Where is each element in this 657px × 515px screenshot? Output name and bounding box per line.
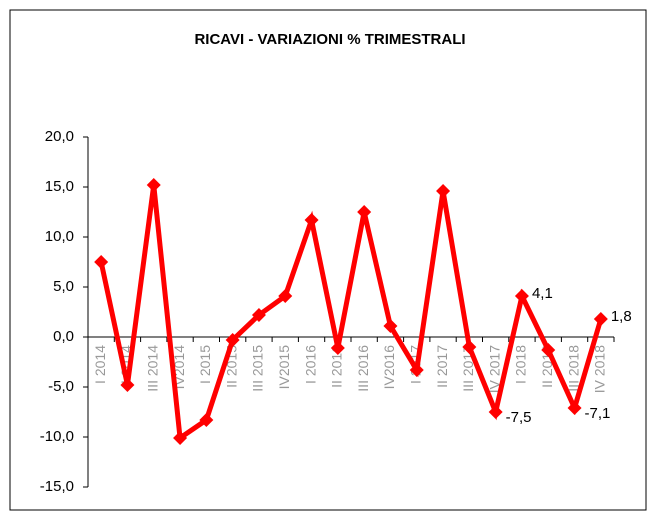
point xyxy=(199,413,214,427)
chart-title: RICAVI - VARIAZIONI % TRIMESTRALI xyxy=(194,31,465,48)
x-tick-label: III 2015 xyxy=(250,345,266,392)
point xyxy=(436,184,451,198)
x-tick-label: IV 2017 xyxy=(486,345,502,393)
point xyxy=(173,431,188,445)
y-tick-label: -10,0 xyxy=(40,428,74,445)
point xyxy=(541,343,556,357)
point xyxy=(94,255,109,269)
point xyxy=(383,319,398,333)
x-tick-label: III 2016 xyxy=(355,345,371,392)
x-tick-label: I 2015 xyxy=(197,345,213,384)
y-tick-label: 20,0 xyxy=(45,128,74,145)
point xyxy=(251,308,266,322)
y-tick-label: 0,0 xyxy=(53,328,74,345)
data-label: 4,1 xyxy=(532,285,553,302)
x-tick-label: I 2018 xyxy=(513,345,529,384)
data-label: 1,8 xyxy=(611,308,632,325)
point xyxy=(304,213,319,227)
y-tick-label: -15,0 xyxy=(40,478,74,495)
point xyxy=(462,340,477,354)
series-line xyxy=(98,184,604,443)
x-tick-label: II 2016 xyxy=(329,345,345,388)
point xyxy=(593,312,608,326)
point xyxy=(488,405,503,419)
x-tick-label: IV 2018 xyxy=(592,345,608,393)
point xyxy=(409,363,424,377)
y-tick-label: 15,0 xyxy=(45,178,74,195)
point xyxy=(514,289,529,303)
point xyxy=(330,341,345,355)
point xyxy=(225,333,240,347)
y-tick-label: 10,0 xyxy=(45,228,74,245)
point xyxy=(120,378,135,392)
x-tick-label: I 2014 xyxy=(92,345,108,384)
point xyxy=(567,401,582,415)
y-tick-label: -5,0 xyxy=(48,378,74,395)
x-tick-label: IV2016 xyxy=(381,345,397,390)
x-tick-label: II 2017 xyxy=(434,345,450,388)
data-label: -7,5 xyxy=(506,409,532,426)
point xyxy=(278,289,293,303)
y-tick-label: 5,0 xyxy=(53,278,74,295)
point xyxy=(146,178,161,192)
point xyxy=(357,205,372,219)
x-tick-label: III 2018 xyxy=(565,345,581,392)
x-tick-label: III 2014 xyxy=(144,345,160,392)
x-tick-label: I 2016 xyxy=(302,345,318,384)
x-tick-label: IV2015 xyxy=(276,345,292,390)
chart-frame xyxy=(9,9,647,511)
data-label: -7,1 xyxy=(585,405,611,422)
